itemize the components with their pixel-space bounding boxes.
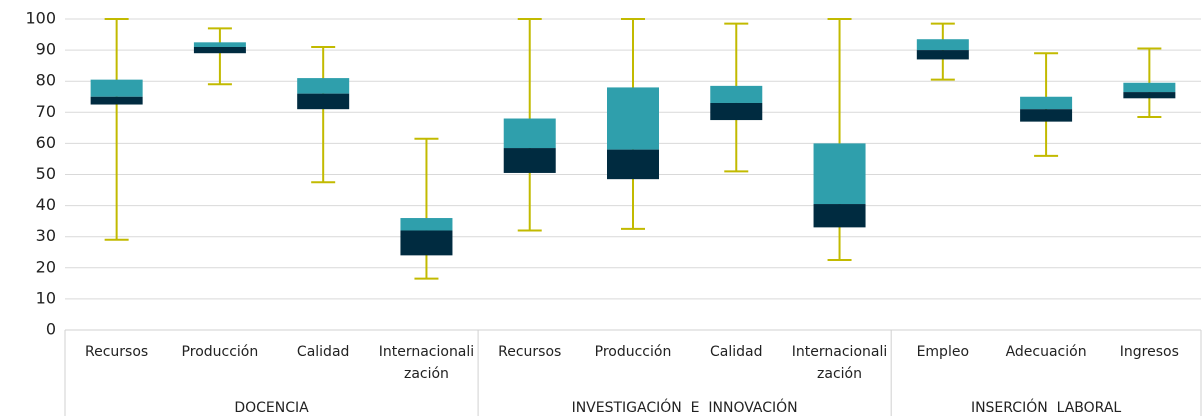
- y-tick-label: 60: [36, 133, 56, 152]
- box-upper: [90, 79, 143, 97]
- box-upper: [297, 78, 350, 94]
- box-upper: [916, 39, 969, 51]
- box-upper: [1020, 96, 1073, 110]
- box-lower: [916, 50, 969, 60]
- y-tick-label: 90: [36, 40, 56, 59]
- box-lower: [607, 149, 659, 180]
- box-lower: [710, 102, 763, 121]
- box-upper: [710, 85, 763, 103]
- y-tick-label: 80: [36, 71, 56, 90]
- y-tick-label: 10: [36, 288, 56, 307]
- box-lower: [90, 96, 143, 105]
- box-upper: [400, 218, 453, 231]
- x-tick-label: Ingresos: [1119, 344, 1179, 360]
- x-tick-label: Internacionalización: [791, 344, 888, 382]
- y-tick-label: 20: [36, 257, 56, 276]
- box-lower: [813, 204, 866, 228]
- box-lower: [297, 93, 350, 110]
- y-tick-label: 30: [36, 226, 56, 245]
- box-upper: [813, 143, 866, 205]
- x-tick-label: Adecuación: [1005, 344, 1087, 360]
- group-label: DOCENCIA: [234, 400, 309, 416]
- group-label: INSERCIÓN LABORAL: [970, 400, 1122, 416]
- x-tick-label: Recursos: [498, 344, 562, 360]
- box-lower: [400, 230, 453, 256]
- box-lower: [193, 46, 246, 54]
- box-lower: [1020, 109, 1073, 122]
- x-tick-label: Calidad: [710, 344, 763, 360]
- y-tick-label: 100: [25, 9, 56, 28]
- box-upper: [1123, 82, 1176, 93]
- y-tick-label: 0: [46, 320, 56, 339]
- box-lower: [1123, 92, 1176, 99]
- y-tick-label: 50: [36, 164, 56, 183]
- y-tick-label: 40: [36, 195, 56, 214]
- x-tick-label: Recursos: [85, 344, 149, 360]
- x-tick-label: Empleo: [916, 344, 970, 360]
- box-upper: [607, 87, 659, 150]
- x-tick-label: Producción: [594, 344, 672, 360]
- x-tick-label: Internacionalización: [378, 344, 475, 382]
- box-lower: [503, 148, 556, 173]
- x-tick-label: Producción: [181, 344, 259, 360]
- x-tick-label: Calidad: [296, 344, 350, 360]
- y-tick-label: 70: [36, 102, 56, 121]
- group-label: INVESTIGACIÓN E INNOVACIÓN: [571, 400, 798, 416]
- box-upper: [193, 42, 246, 47]
- box-upper: [503, 118, 556, 149]
